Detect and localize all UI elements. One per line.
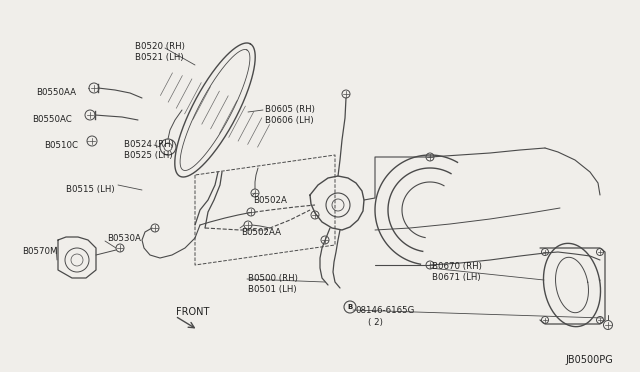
Text: JB0500PG: JB0500PG [565,355,612,365]
Text: B0500 (RH): B0500 (RH) [248,274,298,283]
Text: B0521 (LH): B0521 (LH) [135,53,184,62]
Text: 08146-6165G: 08146-6165G [355,306,414,315]
Text: B0520 (RH): B0520 (RH) [135,42,185,51]
Text: B0570M: B0570M [22,247,58,256]
Text: B0530A: B0530A [107,234,141,243]
Text: B0671 (LH): B0671 (LH) [432,273,481,282]
Text: B0670 (RH): B0670 (RH) [432,262,482,271]
Text: ( 2): ( 2) [368,318,383,327]
Text: FRONT: FRONT [176,307,209,317]
Text: B0525 (LH): B0525 (LH) [124,151,173,160]
Text: B0502AA: B0502AA [241,228,281,237]
Text: B0550AA: B0550AA [36,88,76,97]
Text: B0502A: B0502A [253,196,287,205]
Text: B0605 (RH): B0605 (RH) [265,105,315,114]
Text: B0606 (LH): B0606 (LH) [265,116,314,125]
Text: B0501 (LH): B0501 (LH) [248,285,296,294]
Text: B0550AC: B0550AC [32,115,72,124]
Text: B0524 (RH): B0524 (RH) [124,140,174,149]
Text: B0515 (LH): B0515 (LH) [66,185,115,194]
Text: B0510C: B0510C [44,141,78,150]
Text: B: B [348,304,353,310]
